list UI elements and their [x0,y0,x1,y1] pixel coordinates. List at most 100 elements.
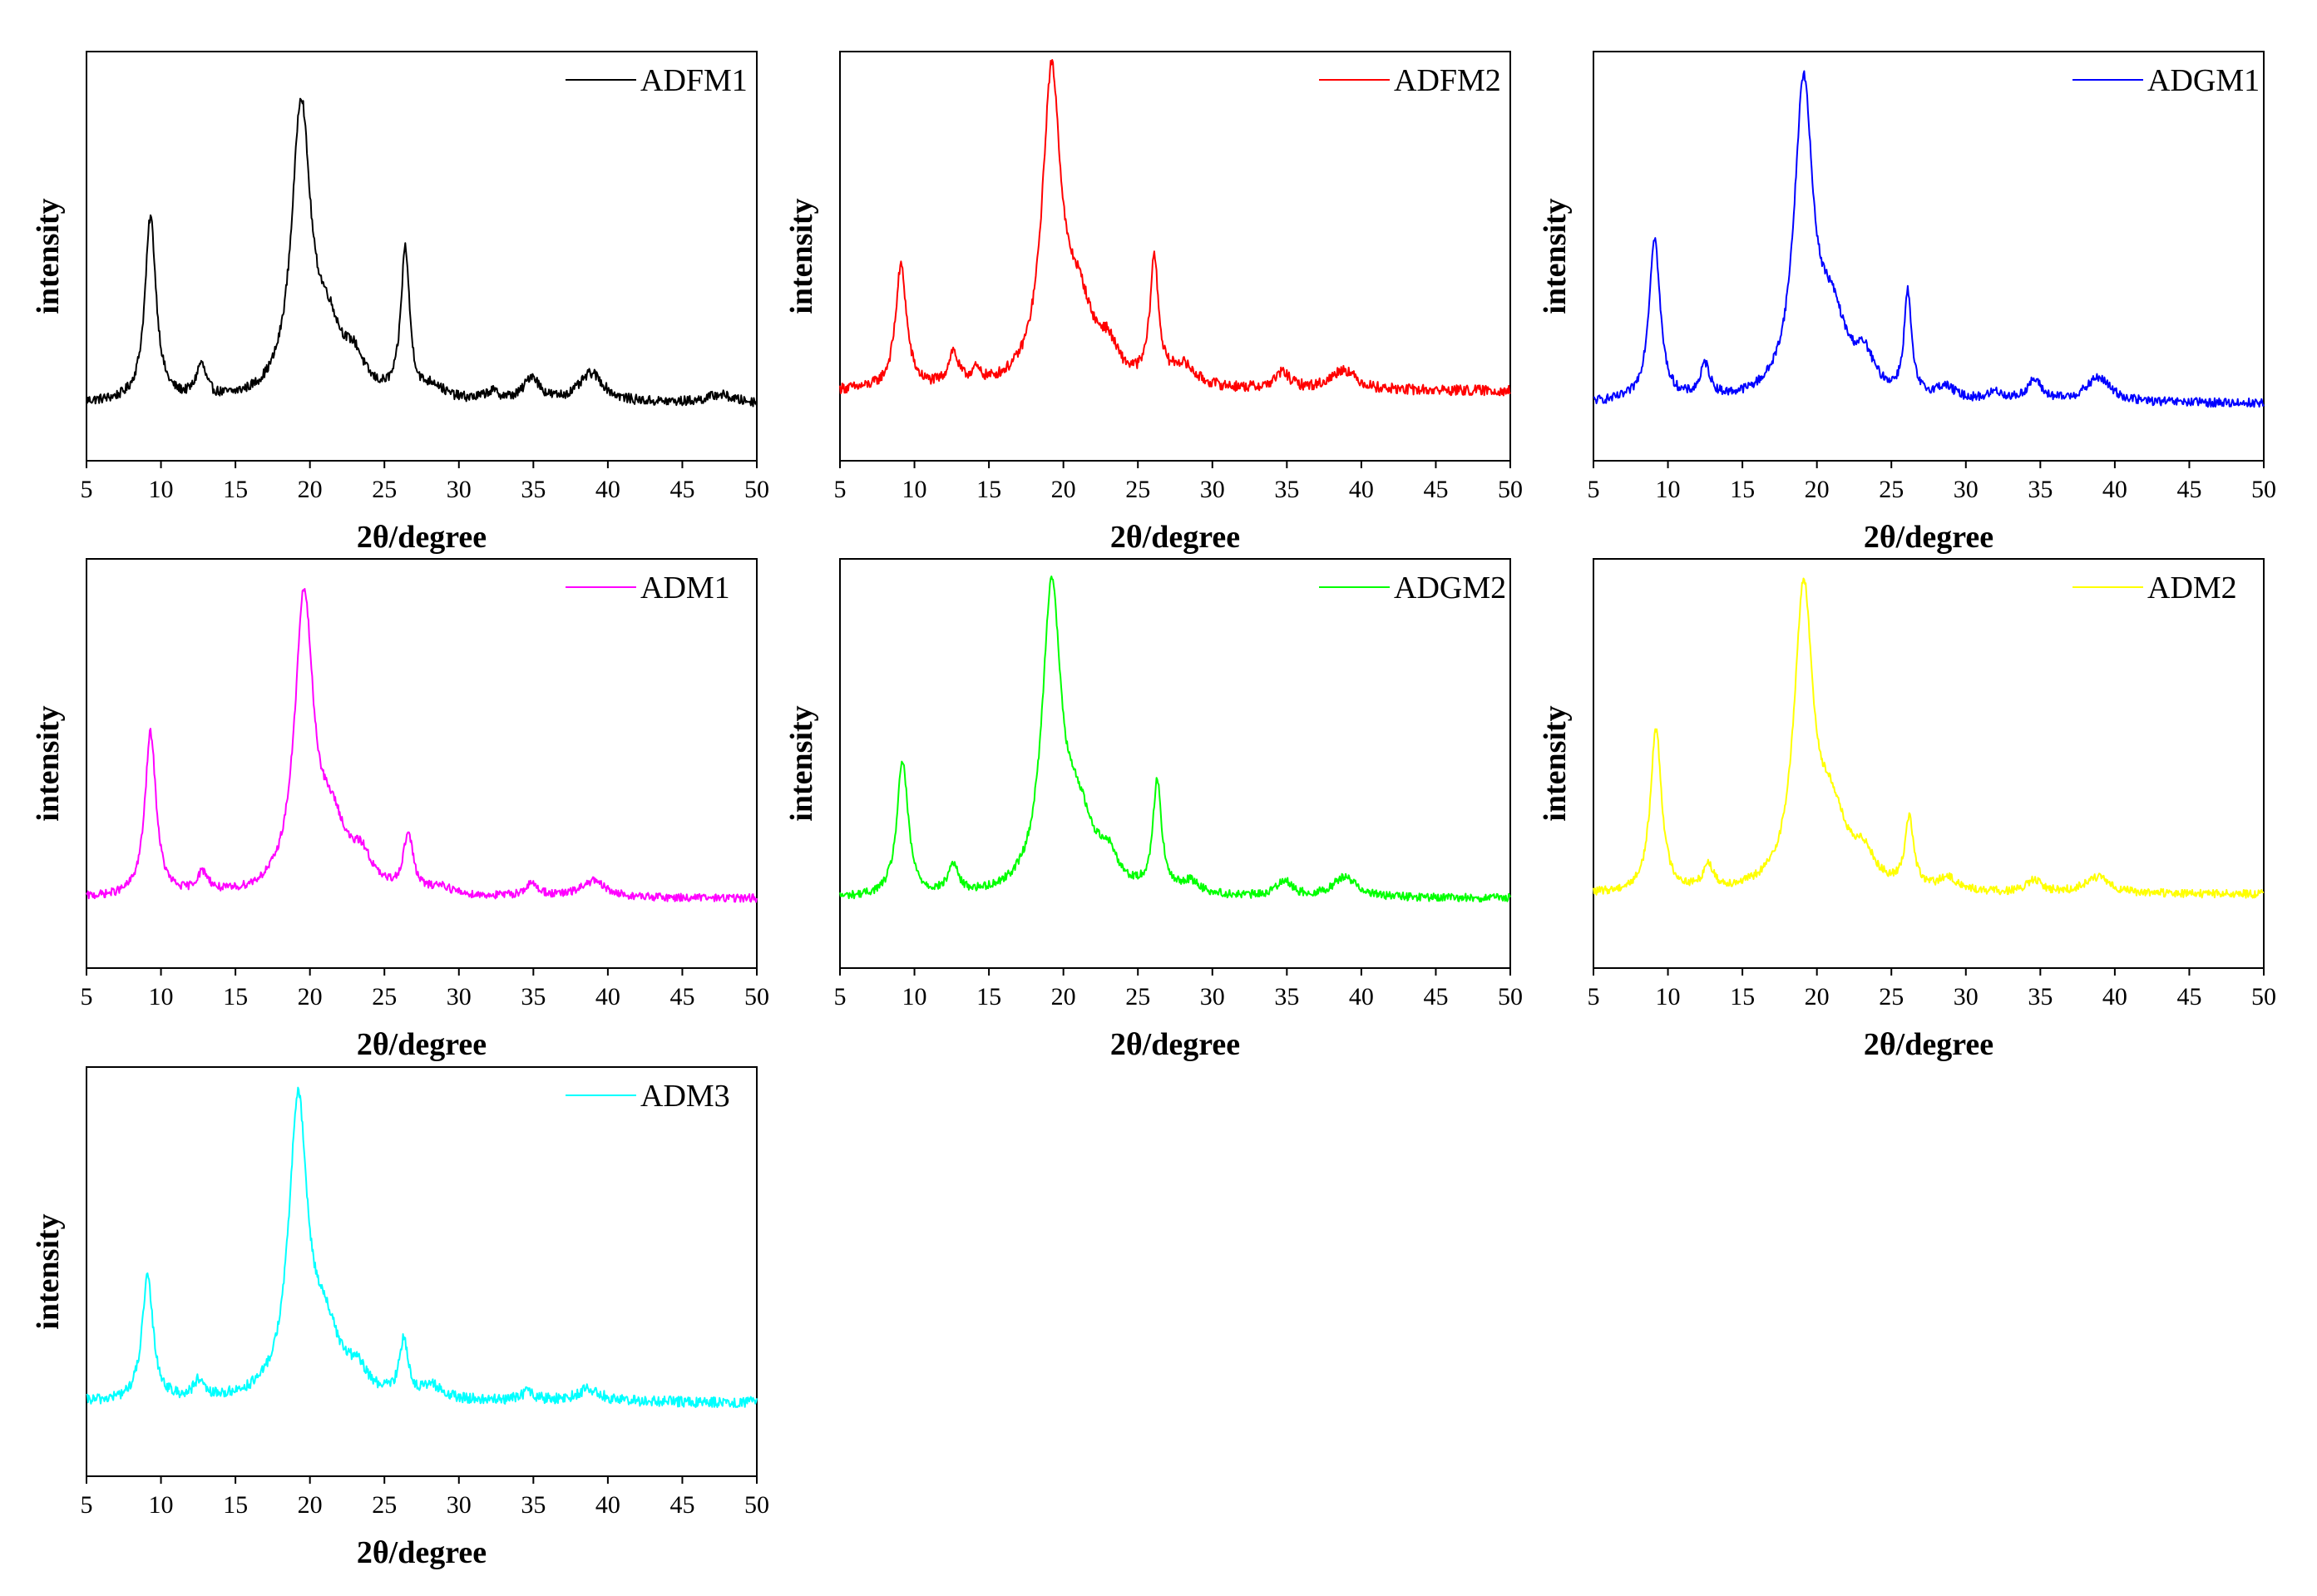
plot-frame [86,558,758,969]
xrd-panel-5: 5 10 15 20 25 30 35 40 45 50 2θ/degree intensity ADG… [784,558,1523,1062]
x-tick-label: 5 [1588,476,1600,503]
y-axis-title: intensity [31,705,66,821]
x-tick-label: 40 [2102,476,2127,503]
xrd-pattern-line [839,576,1511,903]
x-tick-label: 30 [1200,476,1225,503]
legend-label: ADFM1 [640,63,748,98]
x-axis-title: 2θ/degree [357,520,487,555]
x-axis-title: 2θ/degree [357,1535,487,1570]
x-tick-label: 20 [298,983,323,1010]
legend-label: ADM3 [640,1079,730,1114]
x-tick-label: 20 [1051,983,1076,1010]
xrd-panel-1: 5 10 15 20 25 30 35 40 45 50 2θ/degree intensity ADF… [31,51,769,555]
legend-label: ADGM1 [2147,63,2260,98]
x-tick-label: 45 [2176,476,2201,503]
x-tick-label: 20 [298,1491,323,1519]
x-tick-label: 45 [1423,983,1448,1010]
x-tick-label: 10 [149,1491,174,1519]
x-tick-label: 10 [149,476,174,503]
x-tick-label: 30 [1200,983,1225,1010]
xrd-pattern-line [1593,70,2265,408]
y-axis-title: intensity [1538,198,1573,314]
x-tick-label: 15 [1730,983,1755,1010]
x-axis-title: 2θ/degree [357,1027,487,1062]
x-tick-label: 20 [1805,476,1830,503]
x-tick-label: 20 [1051,476,1076,503]
x-tick-label: 5 [81,983,93,1010]
x-tick-label: 30 [1954,476,1979,503]
x-tick-label: 30 [447,983,472,1010]
y-axis-title: intensity [784,198,819,314]
plot-frame [1593,51,2265,462]
x-tick-label: 45 [669,983,694,1010]
x-tick-label: 5 [1588,983,1600,1010]
x-tick-label: 40 [1349,983,1374,1010]
x-tick-label: 10 [902,983,927,1010]
x-tick-label: 15 [223,983,248,1010]
x-tick-label: 45 [669,476,694,503]
y-axis-title: intensity [784,705,819,821]
plot-frame [86,51,758,462]
xrd-pattern-line [86,97,758,408]
x-tick-label: 20 [298,476,323,503]
x-tick-label: 35 [2028,983,2053,1010]
x-tick-label: 30 [447,476,472,503]
x-axis-title: 2θ/degree [1110,1027,1240,1062]
x-tick-label: 40 [595,983,620,1010]
x-tick-label: 25 [372,983,397,1010]
xrd-panel-7: 5 10 15 20 25 30 35 40 45 50 2θ/degree intensity ADM… [31,1066,769,1570]
x-tick-label: 40 [595,476,620,503]
x-tick-label: 10 [1656,983,1681,1010]
xrd-panel-4: 5 10 15 20 25 30 35 40 45 50 2θ/degree intensity ADM… [31,558,769,1062]
x-tick-label: 40 [1349,476,1374,503]
x-tick-label: 50 [2251,476,2276,503]
x-tick-label: 35 [521,983,546,1010]
x-tick-label: 35 [2028,476,2053,503]
y-axis-title: intensity [1538,705,1573,821]
x-tick-label: 25 [1125,983,1150,1010]
xrd-panel-3: 5 10 15 20 25 30 35 40 45 50 2θ/degree intensity ADG… [1538,51,2276,555]
x-axis-title: 2θ/degree [1864,520,1993,555]
plot-frame [1593,558,2265,969]
x-tick-label: 20 [1805,983,1830,1010]
y-axis-title: intensity [31,198,66,314]
x-tick-label: 40 [2102,983,2127,1010]
x-tick-label: 25 [1879,476,1904,503]
legend-label: ADM1 [640,571,730,605]
legend-label: ADFM2 [1394,63,1501,98]
xrd-pattern-line [86,1086,758,1408]
x-tick-label: 5 [834,476,847,503]
xrd-pattern-line [86,588,758,903]
x-tick-label: 45 [1423,476,1448,503]
x-tick-label: 10 [902,476,927,503]
x-tick-label: 25 [372,476,397,503]
xrd-panel-6: 5 10 15 20 25 30 35 40 45 50 2θ/degree intensity ADM… [1538,558,2276,1062]
x-axis-title: 2θ/degree [1864,1027,1993,1062]
x-tick-label: 35 [521,1491,546,1519]
xrd-panel-2: 5 10 15 20 25 30 35 40 45 50 2θ/degree intensity ADF… [784,51,1523,555]
x-tick-label: 25 [1879,983,1904,1010]
x-tick-label: 5 [81,1491,93,1519]
x-tick-label: 50 [744,476,769,503]
x-tick-label: 35 [1274,476,1299,503]
x-tick-label: 25 [372,1491,397,1519]
x-tick-label: 15 [976,476,1001,503]
x-tick-label: 30 [1954,983,1979,1010]
x-tick-label: 15 [1730,476,1755,503]
x-tick-label: 15 [223,1491,248,1519]
x-tick-label: 50 [1498,476,1523,503]
x-tick-label: 35 [521,476,546,503]
x-tick-label: 50 [1498,983,1523,1010]
plot-frame [86,1066,758,1477]
x-tick-label: 10 [149,983,174,1010]
x-tick-label: 5 [834,983,847,1010]
x-tick-label: 45 [669,1491,694,1519]
x-tick-label: 50 [2251,983,2276,1010]
x-tick-label: 15 [976,983,1001,1010]
legend-label: ADM2 [2147,571,2237,605]
x-tick-label: 45 [2176,983,2201,1010]
x-axis-title: 2θ/degree [1110,520,1240,555]
x-tick-label: 50 [744,983,769,1010]
